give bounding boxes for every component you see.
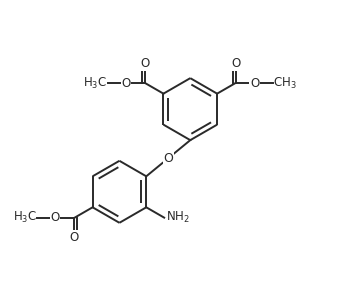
Text: O: O: [69, 231, 79, 244]
Text: H$_3$C: H$_3$C: [13, 210, 37, 226]
Text: NH$_2$: NH$_2$: [166, 210, 189, 225]
Text: O: O: [50, 212, 59, 224]
Text: H$_3$C: H$_3$C: [84, 75, 108, 91]
Text: CH$_3$: CH$_3$: [273, 75, 297, 91]
Text: O: O: [141, 57, 150, 70]
Text: O: O: [163, 152, 173, 165]
Text: O: O: [121, 77, 131, 89]
Text: O: O: [250, 77, 259, 89]
Text: O: O: [231, 57, 240, 70]
